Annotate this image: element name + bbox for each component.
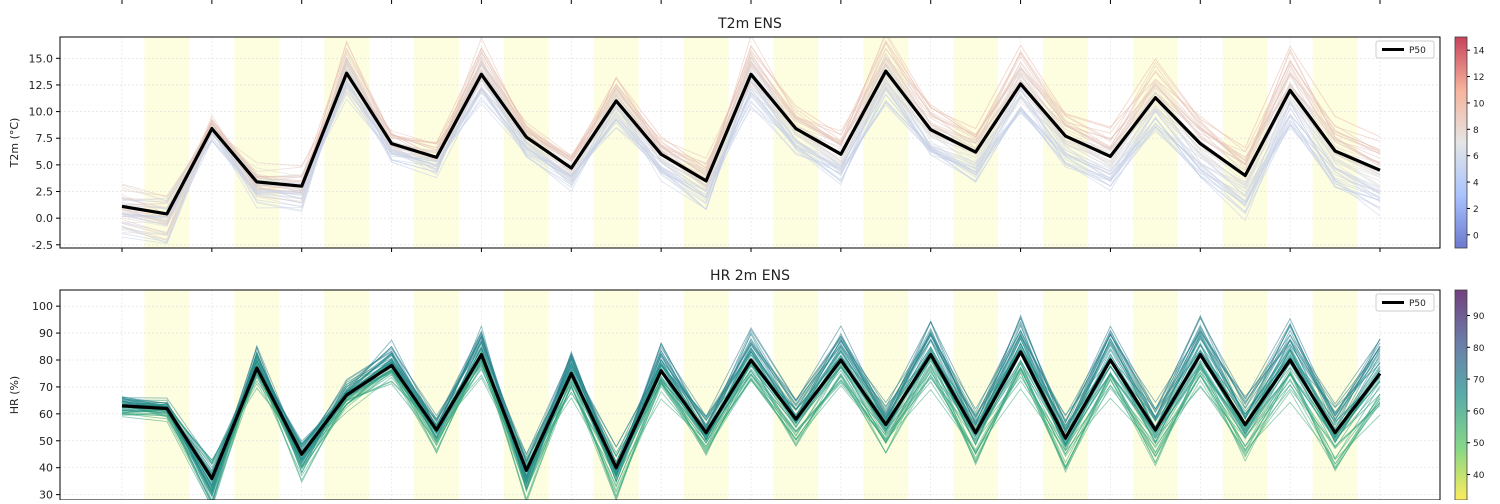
colorbar-tick-label: 50: [1473, 439, 1485, 449]
colorbar-gradient: [1454, 36, 1468, 249]
colorbar-tick-label: 10: [1473, 99, 1485, 109]
ensemble-member-line: [121, 47, 1381, 223]
day-band: [773, 37, 819, 248]
ensemble-member-line: [121, 48, 1381, 214]
colorbar-tick-label: 14: [1473, 47, 1485, 57]
y-tick-label: 7.5: [36, 132, 54, 145]
y-tick-label: 30: [39, 489, 53, 500]
y-tick-label: 0.0: [36, 212, 54, 225]
y-tick-label: 100: [32, 300, 53, 313]
day-band: [593, 37, 639, 248]
y-axis-label: T2m (°C): [8, 118, 21, 169]
legend-label-p50: P50: [1409, 46, 1426, 56]
ensemble-member-line: [121, 79, 1381, 218]
legend-box: [1375, 40, 1435, 59]
y-tick-label: 90: [39, 327, 53, 340]
ensemble-member-line: [121, 339, 1381, 471]
colorbar-tick-label: 80: [1473, 344, 1485, 354]
legend-label-p50: P50: [1409, 299, 1426, 309]
legend-box: [1375, 293, 1435, 312]
colorbar-tick-label: 40: [1473, 471, 1485, 481]
y-tick-label: 60: [39, 408, 53, 421]
day-band: [144, 290, 190, 500]
colorbar-tick-label: 0: [1473, 231, 1479, 241]
y-tick-label: -2.5: [32, 239, 53, 252]
colorbar-tick-label: 60: [1473, 407, 1485, 417]
colorbar-tick-label: 8: [1473, 126, 1479, 136]
plot-frame: [59, 36, 1441, 249]
ensemble-member-line: [121, 314, 1381, 491]
series-line-p50: [121, 69, 1381, 216]
colorbar: 40 50 60 70 80 90: [1454, 289, 1485, 501]
colorbar-tick-label: 12: [1473, 73, 1484, 83]
ensemble-member-line: [121, 353, 1381, 483]
ensemble-member-line: [121, 354, 1381, 500]
y-tick-label: 50: [39, 435, 53, 448]
y-tick-label: 12.5: [29, 79, 54, 92]
colorbar-tick-label: 4: [1473, 179, 1479, 189]
colorbar-tick-label: 2: [1473, 205, 1479, 215]
y-tick-label: 80: [39, 354, 53, 367]
ensemble-member-line: [121, 358, 1381, 500]
day-band: [234, 37, 280, 248]
y-tick-label: 10.0: [29, 106, 54, 119]
ensemble-members: [121, 37, 1381, 245]
colorbar: 0 2 4 6 8 10 12 14: [1454, 36, 1485, 249]
y-tick-label: 2.5: [36, 186, 54, 199]
ensemble-member-line: [121, 98, 1381, 203]
ensemble-member-line: [121, 329, 1381, 486]
y-tick-label: 70: [39, 381, 53, 394]
y-tick-label: 5.0: [36, 159, 54, 172]
colorbar-tick-label: 6: [1473, 152, 1479, 162]
y-axis-label: HR (%): [8, 376, 21, 414]
day-band: [1312, 37, 1358, 248]
chart-title: T2m ENS: [717, 16, 782, 32]
y-tick-label: 15.0: [29, 52, 54, 65]
colorbar-gradient: [1454, 289, 1468, 501]
chart-title: HR 2m ENS: [710, 268, 790, 284]
legend: P50: [1375, 40, 1435, 59]
ensemble-member-line: [121, 83, 1381, 218]
legend: P50: [1375, 293, 1435, 312]
ensemble-member-line: [121, 37, 1381, 235]
t2m-panel: -2.5 0.0 2.5 5.0 7.5 10.0 12.5 15.0 T2m ENS T2m (…: [8, 0, 1485, 252]
colorbar-tick-label: 70: [1473, 376, 1485, 386]
hr-panel: 30 40 50 60 70 80 90 100 HR 2m ENS HR (%) P50 40 50 6…: [8, 268, 1485, 504]
y-tick-label: 40: [39, 462, 53, 475]
colorbar-tick-label: 90: [1473, 312, 1485, 322]
series-line-p50: [121, 350, 1382, 481]
